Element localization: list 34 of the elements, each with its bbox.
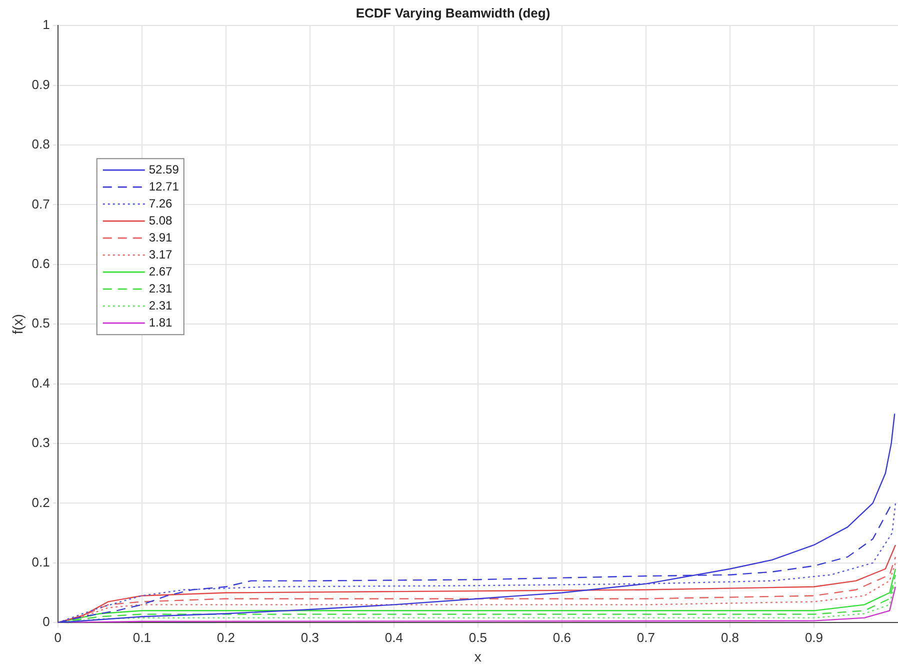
x-tick-label: 0.5 (468, 630, 487, 645)
x-tick-label: 0.2 (216, 630, 235, 645)
legend-label: 2.31 (148, 298, 173, 312)
legend-label: 7.26 (148, 196, 173, 210)
legend-label: 52.59 (148, 162, 180, 176)
y-tick-label: 0.1 (32, 554, 50, 570)
chart-title: ECDF Varying Beamwidth (deg) (356, 5, 550, 20)
legend-label: 5.08 (148, 213, 173, 228)
x-tick-label: 0.6 (552, 630, 571, 645)
x-tick-label: 0.8 (720, 630, 740, 645)
x-tick-label: 0.1 (132, 630, 151, 645)
legend-label: 12.71 (148, 179, 180, 194)
legend-label: 2.67 (148, 264, 173, 278)
y-tick-label: 0.3 (32, 435, 50, 450)
x-axis-title: x (474, 648, 482, 664)
x-tick-label: 0.4 (384, 630, 403, 645)
y-tick-label: 0.6 (32, 256, 50, 271)
y-tick-label: 0.9 (32, 76, 50, 92)
x-tick-label: 0.7 (636, 630, 655, 645)
y-tick-label: 0.5 (32, 316, 50, 331)
legend-label: 3.91 (148, 230, 173, 244)
y-axis-title: f(x) (9, 314, 26, 334)
y-tick-label: 0.2 (32, 494, 50, 510)
x-tick-label: 0 (54, 630, 62, 645)
x-tick-label: 0.3 (300, 630, 319, 645)
y-tick-label: 0.8 (32, 136, 50, 152)
legend-label: 1.81 (148, 315, 173, 330)
y-tick-label: 0.7 (32, 196, 50, 212)
y-tick-label: 0 (42, 614, 50, 630)
y-tick-label: 1 (42, 17, 50, 32)
legend-label: 3.17 (148, 247, 173, 262)
y-tick-label: 0.4 (32, 375, 50, 390)
x-tick-label: 0.9 (804, 630, 824, 645)
legend-label: 2.31 (148, 281, 173, 296)
